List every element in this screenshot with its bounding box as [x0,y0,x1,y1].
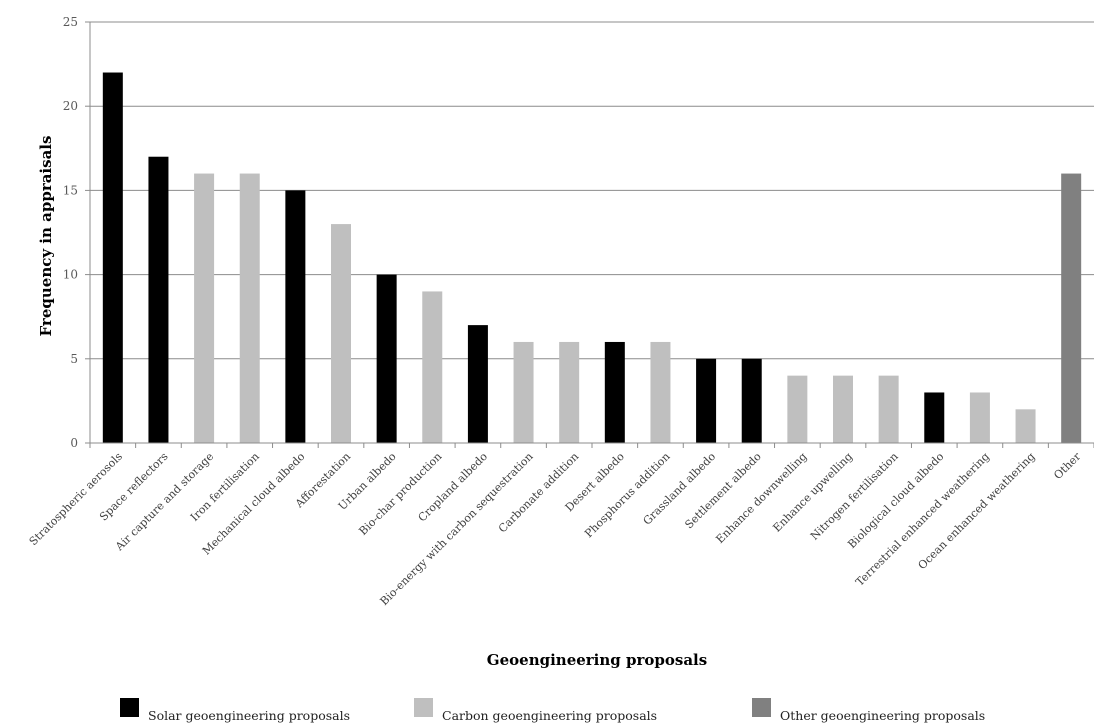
legend-label-solar: Solar geoengineering proposals [148,708,350,723]
legend-label-carbon: Carbon geoengineering proposals [442,708,657,723]
bar [1015,409,1036,443]
legend-swatch-carbon [414,698,433,717]
x-tick-label: Other [1051,449,1084,482]
y-axis-title: Frequency in appraisals [37,136,55,337]
x-tick-label: Settlement albedo [682,450,764,532]
bar [467,325,488,443]
bar [331,224,351,443]
bar [376,274,397,443]
y-tick-label: 15 [63,183,78,197]
y-tick-label: 20 [63,99,78,113]
bar [878,375,899,443]
y-tick-label: 5 [70,352,78,366]
bar [1061,173,1082,443]
bar [148,156,169,443]
x-tick-label: Enhance downwelling [713,450,809,546]
y-tick-label: 0 [70,436,78,450]
legend-swatch-other [752,698,771,717]
x-tick-label: Phosphorus addition [582,450,672,540]
x-tick-label: Nitrogen fertilisation [808,450,901,543]
bar [422,291,443,443]
bar [513,341,534,443]
x-tick-label: Stratospheric aerosols [27,450,125,548]
bar [285,190,306,443]
x-axis-title: Geoengineering proposals [487,651,707,669]
bar [559,341,580,443]
bar [924,392,945,443]
bar [696,358,717,443]
bar [239,173,260,443]
legend: Solar geoengineering proposals Carbon geo… [120,698,985,723]
bar [650,341,671,443]
y-tick-label: 25 [63,15,78,29]
x-tick-label: Enhance upwelling [770,450,855,535]
bar [787,375,808,443]
bars [102,72,1082,444]
x-tick-label: Carbonate addition [496,450,581,535]
bar [604,341,625,443]
y-tick-label: 10 [63,268,78,282]
y-axis-ticks: 0 5 10 15 20 25 [63,15,90,450]
legend-label-other: Other geoengineering proposals [780,708,985,723]
bar [194,173,215,443]
legend-swatch-solar [120,698,139,717]
bar [833,375,853,443]
bar [741,358,762,443]
bar [102,72,123,444]
bar [969,392,990,443]
x-tick-label: Bio-char production [356,450,444,538]
